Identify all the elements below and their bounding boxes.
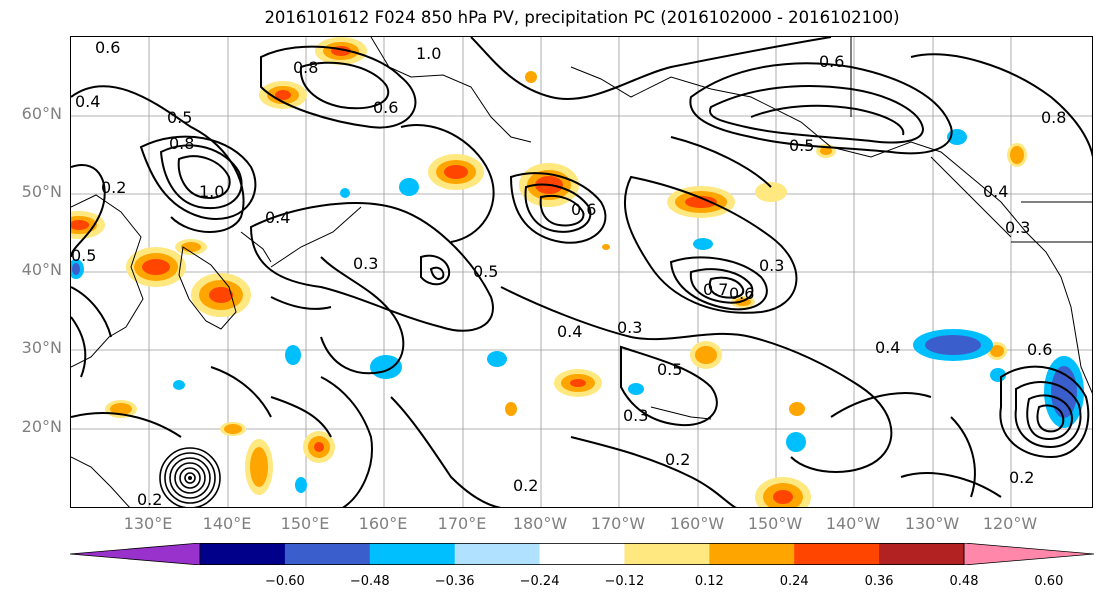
contour-label: 1.0 [199,182,224,201]
contour-labels: 0.6 1.0 0.8 0.6 0.4 0.5 0.8 1.0 0.2 0.4 … [71,38,1066,508]
contour-label: 0.6 [95,38,120,57]
contour-label: 0.2 [101,178,126,197]
lat-label-60n: 60°N [21,104,62,123]
colorbar-tick-label: −0.36 [434,574,475,589]
contour-label: 0.4 [75,92,100,111]
lon-label: 140°E [202,514,252,533]
lon-label: 170°W [590,514,646,533]
colorbar-swatch [709,543,795,565]
contour-label: 0.8 [1041,108,1066,127]
colorbar-swatch [539,543,625,565]
colorbar-tick-label: −0.48 [349,574,390,589]
contour-label: 0.2 [1009,468,1034,487]
contour-label: 0.6 [571,200,596,219]
lat-label-50n: 50°N [21,182,62,201]
contour-label: 0.2 [513,476,538,495]
colorbar-tick-label: 0.12 [694,574,724,589]
graticule [71,37,1092,507]
contour-label: 0.4 [557,322,582,341]
lon-label: 130°E [123,514,173,533]
colorbar-extend-high [963,542,1095,566]
contour-label: 0.3 [623,406,648,425]
contour-label: 0.3 [1005,218,1030,237]
colorbar-tick-label: 0.24 [779,574,809,589]
contour-label: 0.2 [137,490,162,508]
map-title: 2016101612 F024 850 hPa PV, precipitatio… [264,8,900,27]
contour-label: 0.5 [167,108,192,127]
lat-label-20n: 20°N [21,417,62,436]
colorbar-extend-low [69,542,201,566]
colorbar-tick-label: 0.48 [949,574,979,589]
contour-label: 0.5 [789,136,814,155]
cyclone-center-marker [188,476,192,480]
cyclone-contours [159,447,221,507]
pv-contours [71,37,1092,507]
contour-label: 0.8 [293,58,318,77]
lon-label: 150°W [747,514,803,533]
colorbar-tick-label: −0.12 [604,574,645,589]
colorbar-frame [199,543,965,566]
contour-label: 0.6 [373,98,398,117]
contour-label: 0.8 [169,134,194,153]
pv-precip-map: 0.6 1.0 0.8 0.6 0.4 0.5 0.8 1.0 0.2 0.4 … [71,37,1092,508]
contour-label: 0.7 [703,280,728,299]
colorbar-swatch [454,543,541,565]
contour-label: 0.6 [819,52,844,71]
contour-label: 0.5 [657,360,682,379]
lon-label: 160°W [669,514,725,533]
precip-positive-shading [71,37,1027,507]
precip-negative-shading [71,129,1084,493]
colorbar-tick-label: −0.24 [519,574,560,589]
colorbar-swatch [624,543,710,565]
lon-label: 140°W [825,514,881,533]
colorbar-tick-label: 0.36 [864,574,894,589]
lat-label-40n: 40°N [21,260,62,279]
colorbar-swatch [794,543,880,565]
colorbar-tick-label: −0.60 [264,574,305,589]
contour-label: 0.5 [473,262,498,281]
colorbar-swatches [69,542,1095,566]
colorbar [69,542,1095,569]
lon-label: 130°W [904,514,960,533]
lon-label: 160°E [358,514,408,533]
contour-label: 0.3 [759,256,784,275]
lat-label-30n: 30°N [21,338,62,357]
colorbar-swatch [284,543,371,565]
contour-label: 0.3 [353,254,378,273]
contour-label: 0.4 [983,182,1008,201]
lon-label: 150°E [280,514,330,533]
contour-label: 0.2 [665,450,690,469]
colorbar-swatch [200,543,286,565]
map-panel: 0.6 1.0 0.8 0.6 0.4 0.5 0.8 1.0 0.2 0.4 … [70,36,1093,508]
contour-label: 0.3 [617,318,642,337]
contour-label: 0.4 [265,208,290,227]
colorbar-tick-label: 0.60 [1034,574,1064,589]
contour-label: 0.4 [875,338,900,357]
colorbar-swatch [369,543,456,565]
contour-label: 0.5 [71,246,96,265]
contour-label: 1.0 [416,44,441,63]
contour-label: 0.6 [1027,340,1052,359]
contour-label: 0.6 [729,284,754,303]
lon-label: 120°W [982,514,1038,533]
lon-label: 170°E [437,514,487,533]
colorbar-swatch [879,543,965,565]
lon-label: 180°W [512,514,568,533]
